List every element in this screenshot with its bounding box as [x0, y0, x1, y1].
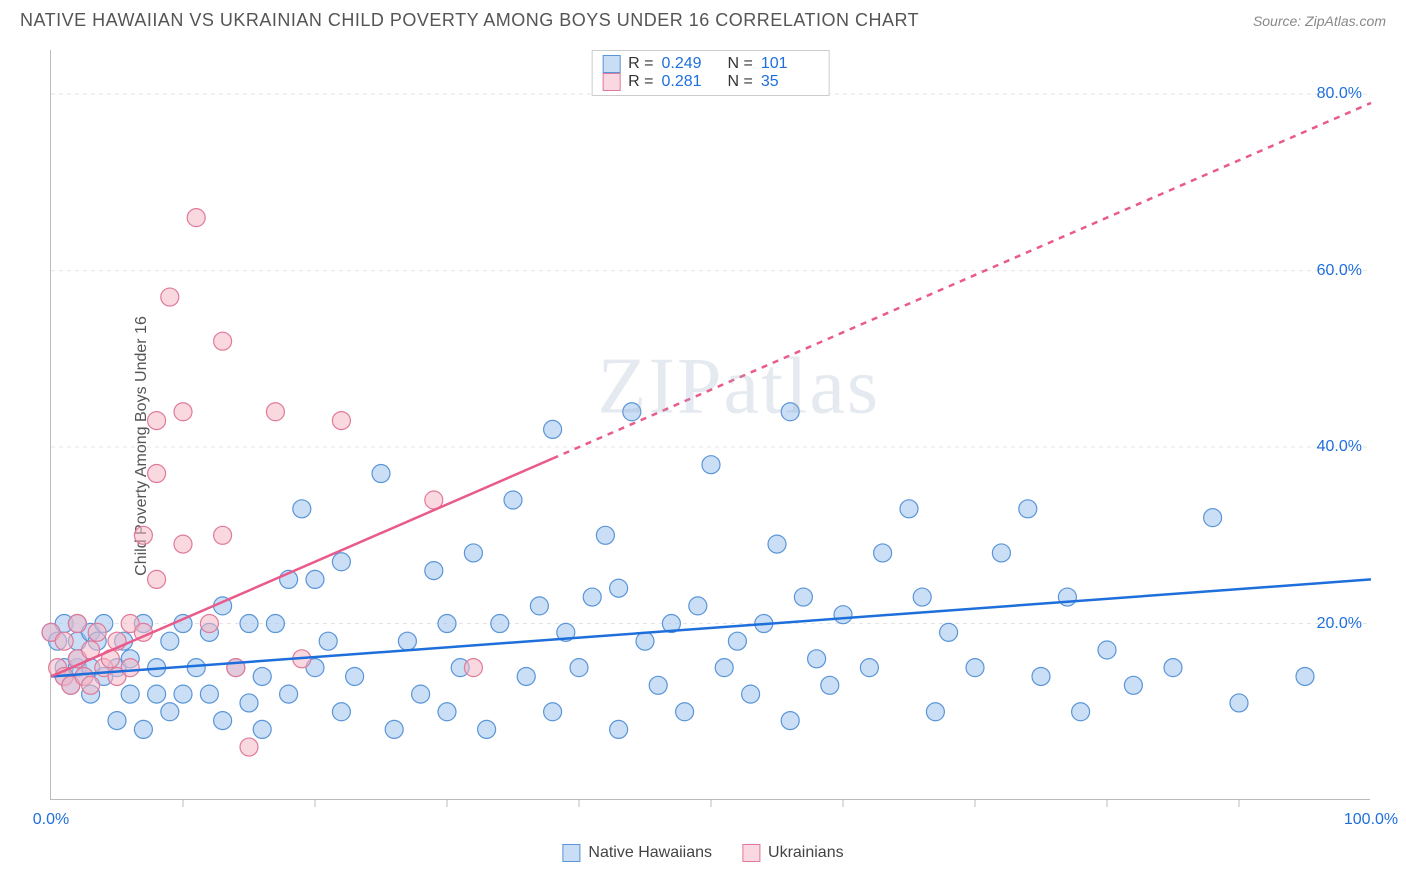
legend-item-ukrainians: Ukrainians	[742, 844, 844, 862]
x-tick-label: 100.0%	[1344, 811, 1398, 829]
corr-row-hawaiians: R = 0.249 N = 101	[602, 55, 819, 73]
chart-title: NATIVE HAWAIIAN VS UKRAINIAN CHILD POVER…	[20, 10, 919, 31]
scatter-plot: R = 0.249 N = 101 R = 0.281 N = 35 ZIPat…	[50, 50, 1370, 800]
corr-row-ukrainians: R = 0.281 N = 35	[602, 73, 819, 91]
legend-item-hawaiians: Native Hawaiians	[562, 844, 712, 862]
y-tick-label: 80.0%	[1317, 85, 1362, 103]
y-tick-label: 40.0%	[1317, 438, 1362, 456]
source-label: Source: ZipAtlas.com	[1253, 13, 1386, 29]
y-tick-label: 60.0%	[1317, 262, 1362, 280]
legend-swatch-hawaiians	[562, 844, 580, 862]
y-tick-label: 20.0%	[1317, 615, 1362, 633]
r-value-ukrainians: 0.281	[662, 73, 720, 91]
legend-label-ukrainians: Ukrainians	[768, 844, 844, 862]
plot-svg	[51, 50, 1371, 800]
r-value-hawaiians: 0.249	[662, 55, 720, 73]
swatch-ukrainians	[602, 73, 620, 91]
n-value-hawaiians: 101	[761, 55, 819, 73]
n-value-ukrainians: 35	[761, 73, 819, 91]
series-legend: Native Hawaiians Ukrainians	[562, 844, 843, 862]
legend-label-hawaiians: Native Hawaiians	[588, 844, 712, 862]
x-tick-label: 0.0%	[33, 811, 69, 829]
swatch-hawaiians	[602, 55, 620, 73]
legend-swatch-ukrainians	[742, 844, 760, 862]
correlation-legend: R = 0.249 N = 101 R = 0.281 N = 35	[591, 50, 830, 96]
